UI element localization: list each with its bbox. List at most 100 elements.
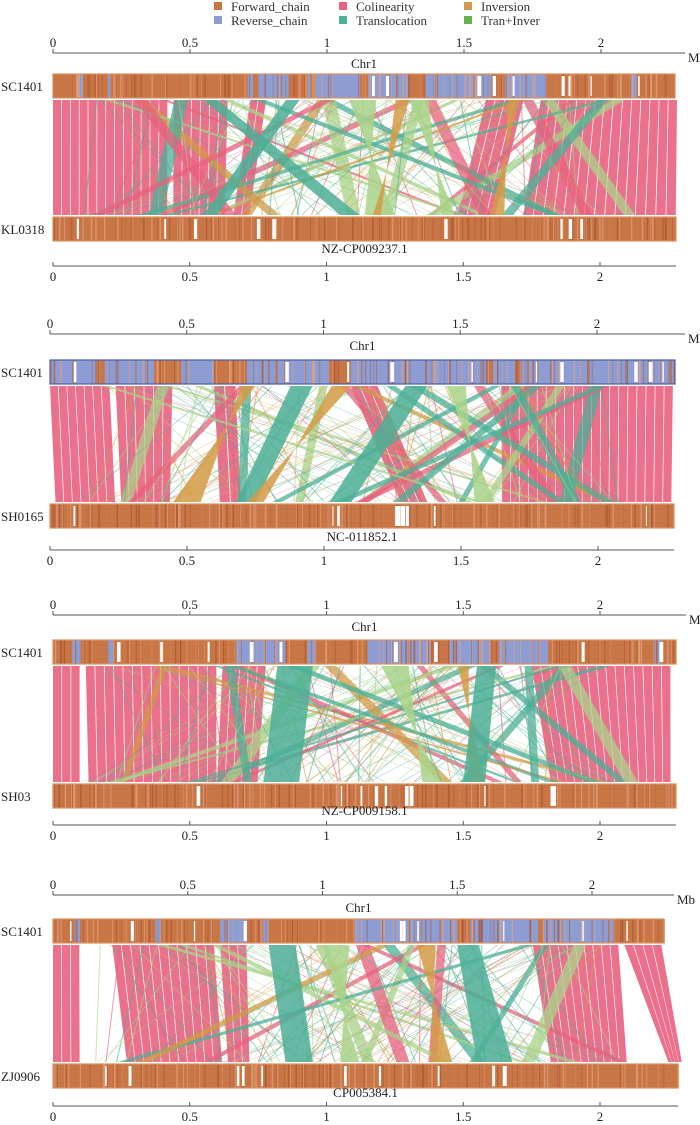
gene-stripe	[135, 504, 138, 528]
gap-mark	[196, 786, 201, 806]
gene-stripe	[211, 217, 212, 241]
gene-stripe	[275, 504, 277, 528]
gap-mark	[401, 506, 406, 526]
reverse-chain-segment	[220, 919, 248, 943]
gene-stripe	[54, 217, 55, 241]
colinearity-link	[149, 945, 170, 1062]
gene-stripe	[379, 640, 380, 664]
gene-stripe	[98, 74, 99, 98]
gene-stripe	[486, 360, 488, 384]
gene-stripe	[212, 360, 214, 384]
gene-stripe	[304, 640, 307, 664]
gene-stripe	[295, 74, 297, 98]
gene-stripe	[218, 504, 221, 528]
gene-stripe	[261, 360, 264, 384]
thin-link	[477, 100, 569, 215]
thin-link	[581, 386, 610, 502]
gene-stripe	[539, 504, 541, 528]
gap-mark	[433, 506, 436, 526]
thin-link	[429, 666, 452, 782]
gene-stripe	[145, 1064, 147, 1088]
gene-stripe	[466, 1064, 468, 1088]
colinearity-link	[654, 386, 664, 502]
top-chromosome-bar	[52, 918, 665, 944]
gap-mark	[648, 362, 653, 382]
gene-stripe	[488, 217, 490, 241]
gene-stripe	[306, 74, 308, 98]
gene-stripe	[606, 504, 609, 528]
thin-link	[107, 666, 559, 782]
gene-stripe	[455, 640, 457, 664]
gene-stripe	[202, 784, 204, 808]
gene-stripe	[649, 504, 651, 528]
gene-stripe	[255, 504, 257, 528]
gene-stripe	[293, 74, 295, 98]
gene-stripe	[222, 504, 224, 528]
gene-stripe	[224, 919, 226, 943]
gene-stripe	[544, 504, 546, 528]
gene-stripe	[372, 504, 374, 528]
gene-stripe	[634, 504, 636, 528]
gene-stripe	[573, 504, 575, 528]
thin-link	[150, 666, 565, 782]
gene-stripe	[294, 784, 297, 808]
gene-stripe	[98, 504, 99, 528]
gene-stripe	[545, 504, 547, 528]
gap-mark	[347, 362, 350, 382]
gene-stripe	[328, 74, 329, 98]
gene-stripe	[341, 504, 343, 528]
thin-link	[199, 100, 321, 215]
thin-link	[236, 100, 456, 215]
axis-unit: Mb	[688, 331, 700, 346]
gene-stripe	[130, 504, 132, 528]
gene-stripe	[574, 360, 576, 384]
gene-stripe	[255, 1064, 257, 1088]
thin-link	[418, 945, 421, 1062]
tick-label: 1	[323, 1109, 330, 1124]
gene-stripe	[323, 919, 325, 943]
gene-stripe	[165, 74, 166, 98]
colinearity-link	[661, 666, 671, 782]
gene-stripe	[574, 74, 575, 98]
gap-mark	[492, 76, 496, 96]
colinearity-link	[533, 100, 559, 215]
gene-stripe	[278, 784, 281, 808]
gene-stripe	[660, 360, 661, 384]
gene-stripe	[441, 919, 443, 943]
tick-label: 1	[323, 269, 330, 284]
gene-stripe	[472, 919, 474, 943]
gene-stripe	[159, 640, 161, 664]
thin-link	[483, 386, 521, 502]
gene-stripe	[155, 784, 157, 808]
gene-stripe	[360, 217, 362, 241]
gene-stripe	[549, 217, 551, 241]
top-genome-label: SC1401	[1, 79, 43, 94]
gene-stripe	[654, 504, 655, 528]
gene-stripe	[647, 784, 649, 808]
gap-mark	[512, 76, 515, 96]
thin-link	[286, 666, 601, 782]
reverse-chain-segment	[367, 640, 431, 664]
gene-stripe	[666, 640, 669, 664]
gene-stripe	[478, 1064, 480, 1088]
gene-stripe	[435, 504, 437, 528]
gene-stripe	[222, 1064, 223, 1088]
gene-stripe	[489, 640, 490, 664]
gene-stripe	[637, 640, 639, 664]
tick-label: 1	[321, 553, 328, 568]
gene-stripe	[417, 784, 419, 808]
thin-link	[294, 945, 448, 1062]
thin-link	[93, 666, 294, 782]
gene-stripe	[584, 217, 585, 241]
gene-stripe	[275, 1064, 277, 1088]
gene-stripe	[67, 1064, 69, 1088]
colinearity-link	[229, 945, 243, 1062]
gene-stripe	[212, 217, 214, 241]
bar-border	[52, 639, 677, 665]
gene-stripe	[497, 1064, 499, 1088]
gene-stripe	[599, 217, 601, 241]
gene-stripe	[557, 784, 559, 808]
gene-stripe	[360, 919, 363, 943]
gene-stripe	[79, 504, 81, 528]
thin-link	[291, 100, 335, 215]
